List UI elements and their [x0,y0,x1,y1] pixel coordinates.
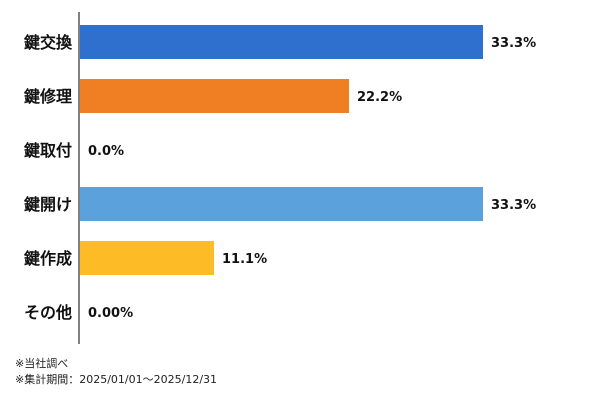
bar [80,79,349,113]
period-note: ※集計期間：2025/01/01〜2025/12/31 [15,373,218,386]
data-label: 0.00% [88,306,133,321]
category-label: その他 [24,303,72,322]
data-label: 11.1% [222,252,267,267]
category-label: 鍵開け [24,195,72,214]
bar [80,241,214,275]
category-label: 鍵交換 [24,33,73,52]
bar [80,25,483,59]
data-label: 33.3% [491,198,536,213]
category-label: 鍵取付 [24,141,72,160]
data-label: 33.3% [491,36,536,51]
bar [80,187,483,221]
data-label: 22.2% [357,90,402,105]
category-label: 鍵作成 [24,249,72,268]
data-label: 0.0% [88,144,124,159]
category-label: 鍵修理 [24,87,72,106]
source-note: ※当社調べ [15,357,69,370]
